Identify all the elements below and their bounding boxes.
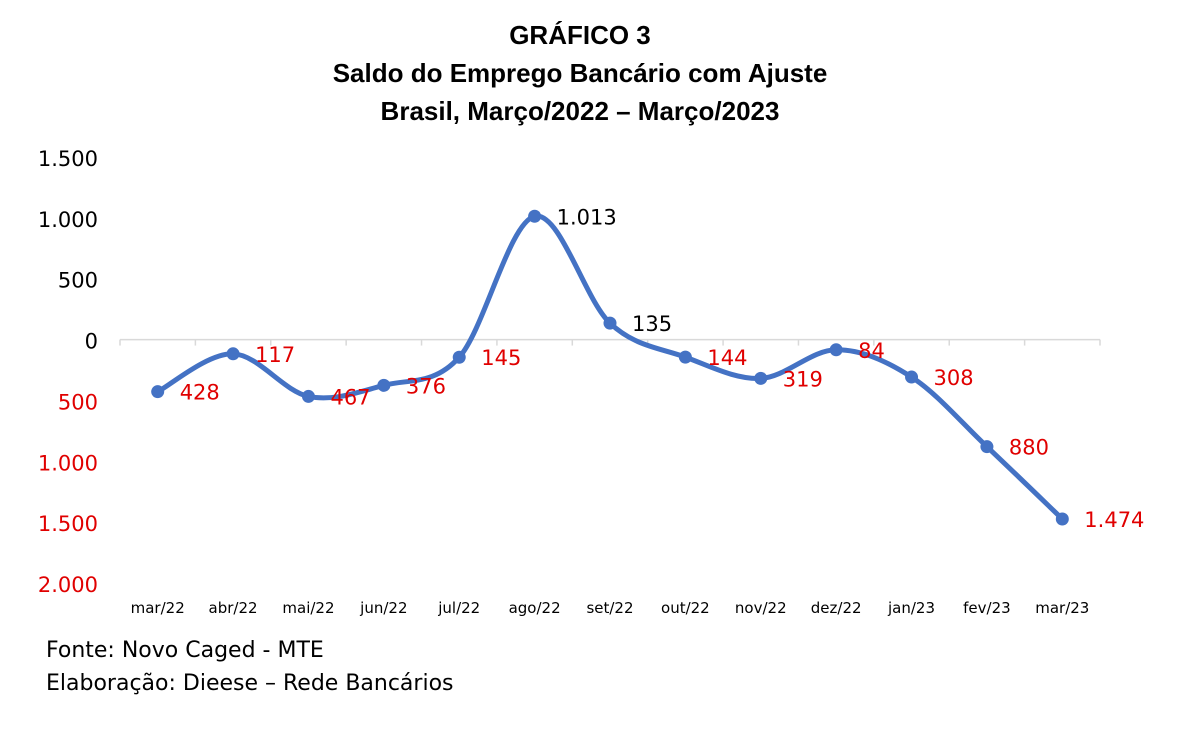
chart-title-line-1: GRÁFICO 3 [509,20,651,50]
y-tick-label: 500 [58,269,98,293]
chart-title-line-2: Saldo do Emprego Bancário com Ajuste [332,58,828,88]
data-label: 145 [481,346,521,370]
y-tick-label: 2.000 [38,573,98,597]
data-label: 1.474 [1084,508,1144,532]
y-tick-label: 500 [58,390,98,414]
x-tick-label: mai/22 [282,599,334,617]
data-point [151,385,165,399]
data-label: 84 [858,339,885,363]
data-point [452,350,466,364]
data-label: 144 [707,346,747,370]
y-tick-label: 1.000 [38,208,98,232]
y-tick-label: 1.500 [38,147,98,171]
data-point [678,350,692,364]
x-tick-label: ago/22 [509,599,561,617]
x-tick-label: fev/23 [963,599,1011,617]
data-label: 117 [255,343,295,367]
y-tick-label: 1.500 [38,512,98,536]
data-point [301,389,315,403]
data-label: 1.013 [557,205,617,229]
data-point [226,347,240,361]
x-tick-label: out/22 [661,599,710,617]
data-label: 428 [180,381,220,405]
data-point [905,370,919,384]
chart-title-line-3: Brasil, Março/2022 – Março/2023 [380,96,780,126]
data-point [528,209,542,223]
data-point [754,371,768,385]
x-tick-label: set/22 [586,599,633,617]
chart-title: GRÁFICO 3 Saldo do Emprego Bancário com … [0,16,1160,130]
data-label: 308 [934,366,974,390]
elaboration-note: Elaboração: Dieese – Rede Bancários [46,671,454,696]
data-label: 376 [406,374,446,398]
x-tick-label: jul/22 [437,599,480,617]
x-tick-label: jun/22 [359,599,407,617]
data-label: 467 [330,385,370,409]
data-point [377,378,391,392]
x-tick-label: mar/23 [1035,599,1089,617]
x-tick-label: abr/22 [209,599,258,617]
data-point [1055,512,1069,526]
x-tick-label: dez/22 [811,599,862,617]
data-label: 135 [632,312,672,336]
x-tick-label: jan/23 [887,599,935,617]
source-note: Fonte: Novo Caged - MTE [46,638,324,663]
data-point [603,316,617,330]
series-line [155,213,1065,522]
data-label: 319 [783,367,823,391]
y-tick-label: 0 [85,330,98,354]
data-point [829,343,843,357]
x-tick-label: mar/22 [131,599,185,617]
y-tick-label: 1.000 [38,451,98,475]
data-label: 880 [1009,436,1049,460]
x-tick-label: nov/22 [735,599,787,617]
data-point [980,440,994,454]
